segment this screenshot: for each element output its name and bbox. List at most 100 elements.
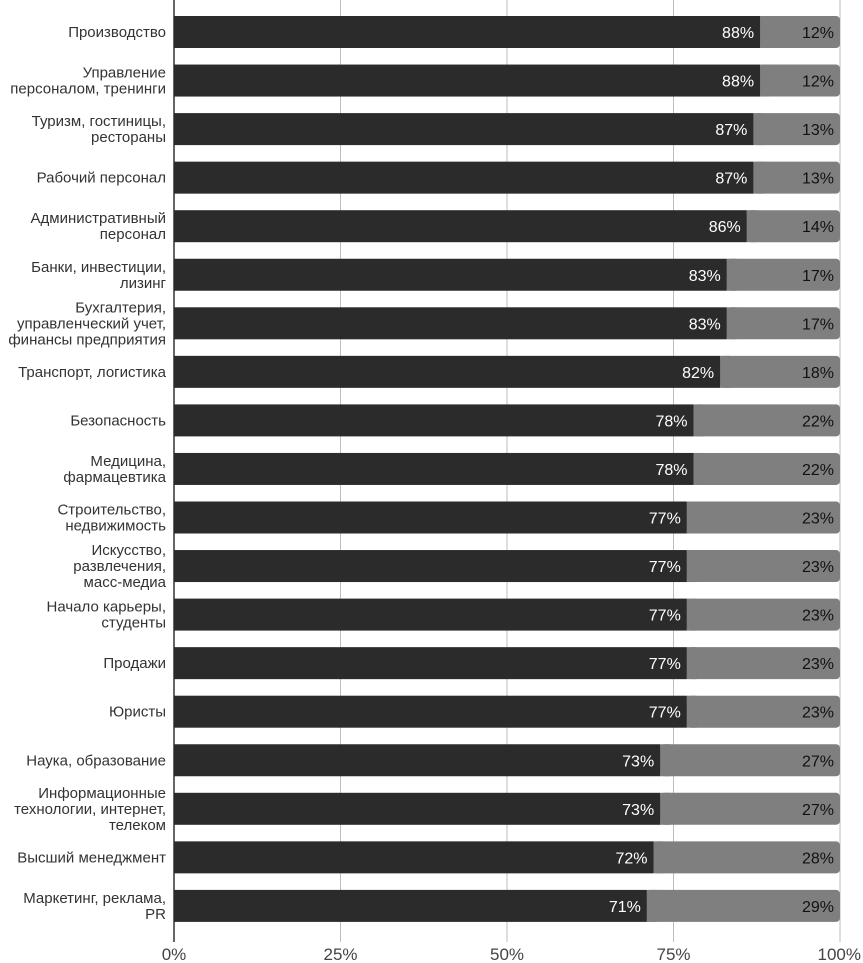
- bar-segment-1: [174, 889, 647, 922]
- bar-segment-1: [174, 258, 727, 291]
- category-label-line: персоналом, тренинги: [10, 81, 166, 98]
- bar-segment-2-join: [753, 161, 764, 194]
- data-label-series-1: 86%: [709, 219, 741, 236]
- bar-segment-2-join: [726, 307, 737, 340]
- data-label-series-2: 13%: [802, 171, 834, 188]
- bar-segment-2: [693, 404, 840, 437]
- bar-segment-1: [174, 113, 754, 146]
- data-label-series-1: 87%: [715, 171, 747, 188]
- data-label-series-1: 72%: [615, 850, 647, 867]
- data-label-series-1: 73%: [622, 802, 654, 819]
- category-label-line: Банки, инвестиции,: [31, 259, 166, 276]
- bar-segment-2: [686, 501, 840, 534]
- data-label-series-1: 88%: [722, 25, 754, 42]
- category-label-line: Юристы: [109, 704, 166, 721]
- data-label-series-1: 77%: [649, 705, 681, 722]
- category-label-line: фармацевтика: [63, 469, 166, 486]
- category-label: Производство: [68, 24, 166, 41]
- data-label-series-2: 29%: [802, 899, 834, 916]
- category-label: Юристы: [109, 704, 166, 721]
- category-label-line: Информационные: [38, 785, 166, 802]
- category-label-line: Начало карьеры,: [47, 599, 166, 616]
- category-label-line: Туризм, гостиницы,: [32, 113, 166, 130]
- bar-segment-1: [174, 550, 687, 583]
- category-label-line: технологии, интернет,: [14, 801, 166, 818]
- category-label: Искусство, развлечения, масс-медиа: [73, 542, 166, 591]
- bar-segment-1: [174, 64, 761, 97]
- category-label-line: развлечения,: [73, 558, 166, 575]
- bar-segment-2-join: [653, 841, 664, 874]
- bar-segment-2-join: [693, 404, 704, 437]
- category-label-line: Продажи: [103, 655, 166, 672]
- bar-segment-1: [174, 452, 694, 485]
- data-label-series-2: 23%: [802, 608, 834, 625]
- bar-segment-2-join: [693, 452, 704, 485]
- data-label-series-2: 23%: [802, 656, 834, 673]
- bar-segment-1: [174, 16, 761, 48]
- category-label-line: Производство: [68, 24, 166, 41]
- category-label-line: Безопасность: [70, 412, 166, 429]
- category-label: Начало карьеры, студенты: [47, 599, 166, 632]
- data-label-series-2: 13%: [802, 122, 834, 139]
- bars: 88% 12% 88% 12% 87% 13% 87% 13% 86% 14% 83% 17% 83% 1…: [174, 16, 840, 922]
- category-label: Высший менеджмент: [17, 849, 166, 866]
- bar-segment-1: [174, 210, 747, 243]
- category-label-line: недвижимость: [65, 518, 166, 535]
- x-tick-label: 50%: [490, 945, 524, 963]
- data-label-series-2: 27%: [802, 753, 834, 770]
- bar-segment-2-join: [660, 744, 671, 777]
- bar-segment-2: [660, 744, 840, 777]
- bar-segment-1: [174, 404, 694, 437]
- bar-segment-2: [720, 355, 840, 388]
- data-label-series-1: 83%: [689, 316, 721, 333]
- data-label-series-2: 22%: [802, 413, 834, 430]
- data-label-series-2: 17%: [802, 316, 834, 333]
- x-tick-label: 75%: [656, 945, 690, 963]
- category-label: Продажи: [103, 655, 166, 672]
- category-label-line: Административный: [31, 210, 167, 227]
- category-label: Транспорт, логистика: [18, 364, 167, 381]
- category-label: Рабочий персонал: [37, 170, 166, 187]
- category-label-line: персонал: [100, 226, 166, 243]
- data-label-series-2: 12%: [802, 74, 834, 91]
- category-label-line: телеком: [109, 817, 166, 834]
- x-tick-label: 100%: [818, 945, 861, 963]
- bar-segment-2-join: [726, 258, 737, 291]
- category-label-line: Бухгалтерия,: [75, 299, 166, 316]
- bar-segment-1: [174, 695, 687, 728]
- category-label-line: рестораны: [91, 129, 166, 146]
- bar-segment-2-join: [686, 550, 697, 583]
- category-label-line: Высший менеджмент: [17, 849, 166, 866]
- category-label: Маркетинг, реклама, PR: [23, 890, 166, 923]
- bar-segment-2: [726, 307, 840, 340]
- category-label: Информационные технологии, интернет, телек…: [14, 785, 166, 834]
- data-label-series-1: 88%: [722, 74, 754, 91]
- data-label-series-1: 77%: [649, 608, 681, 625]
- category-label: Строительство, недвижимость: [57, 502, 166, 535]
- category-label-line: Строительство,: [57, 502, 166, 519]
- bar-segment-2: [660, 792, 840, 825]
- bar-segment-2: [693, 452, 840, 485]
- bar-segment-2-join: [753, 113, 764, 146]
- bar-segment-1: [174, 598, 687, 631]
- bar-segment-2-join: [686, 695, 697, 728]
- data-label-series-1: 71%: [609, 899, 641, 916]
- data-label-series-2: 22%: [802, 462, 834, 479]
- category-label-line: PR: [145, 906, 166, 923]
- bar-segment-2: [753, 161, 840, 194]
- data-label-series-1: 77%: [649, 511, 681, 528]
- data-label-series-1: 77%: [649, 559, 681, 576]
- category-label-line: лизинг: [120, 275, 167, 292]
- category-label: Административный персонал: [31, 210, 167, 243]
- category-label-line: Транспорт, логистика: [18, 364, 167, 381]
- data-label-series-2: 23%: [802, 511, 834, 528]
- bar-segment-1: [174, 841, 654, 874]
- category-label-line: управленческий учет,: [17, 315, 166, 332]
- bar-segment-1: [174, 501, 687, 534]
- bar-segment-2-join: [720, 355, 731, 388]
- bar-segment-1: [174, 355, 721, 388]
- x-tick-label: 0%: [162, 945, 187, 963]
- category-label: Бухгалтерия, управленческий учет, финансы …: [8, 299, 166, 348]
- category-label-line: Медицина,: [90, 453, 166, 470]
- bar-segment-2: [726, 258, 840, 291]
